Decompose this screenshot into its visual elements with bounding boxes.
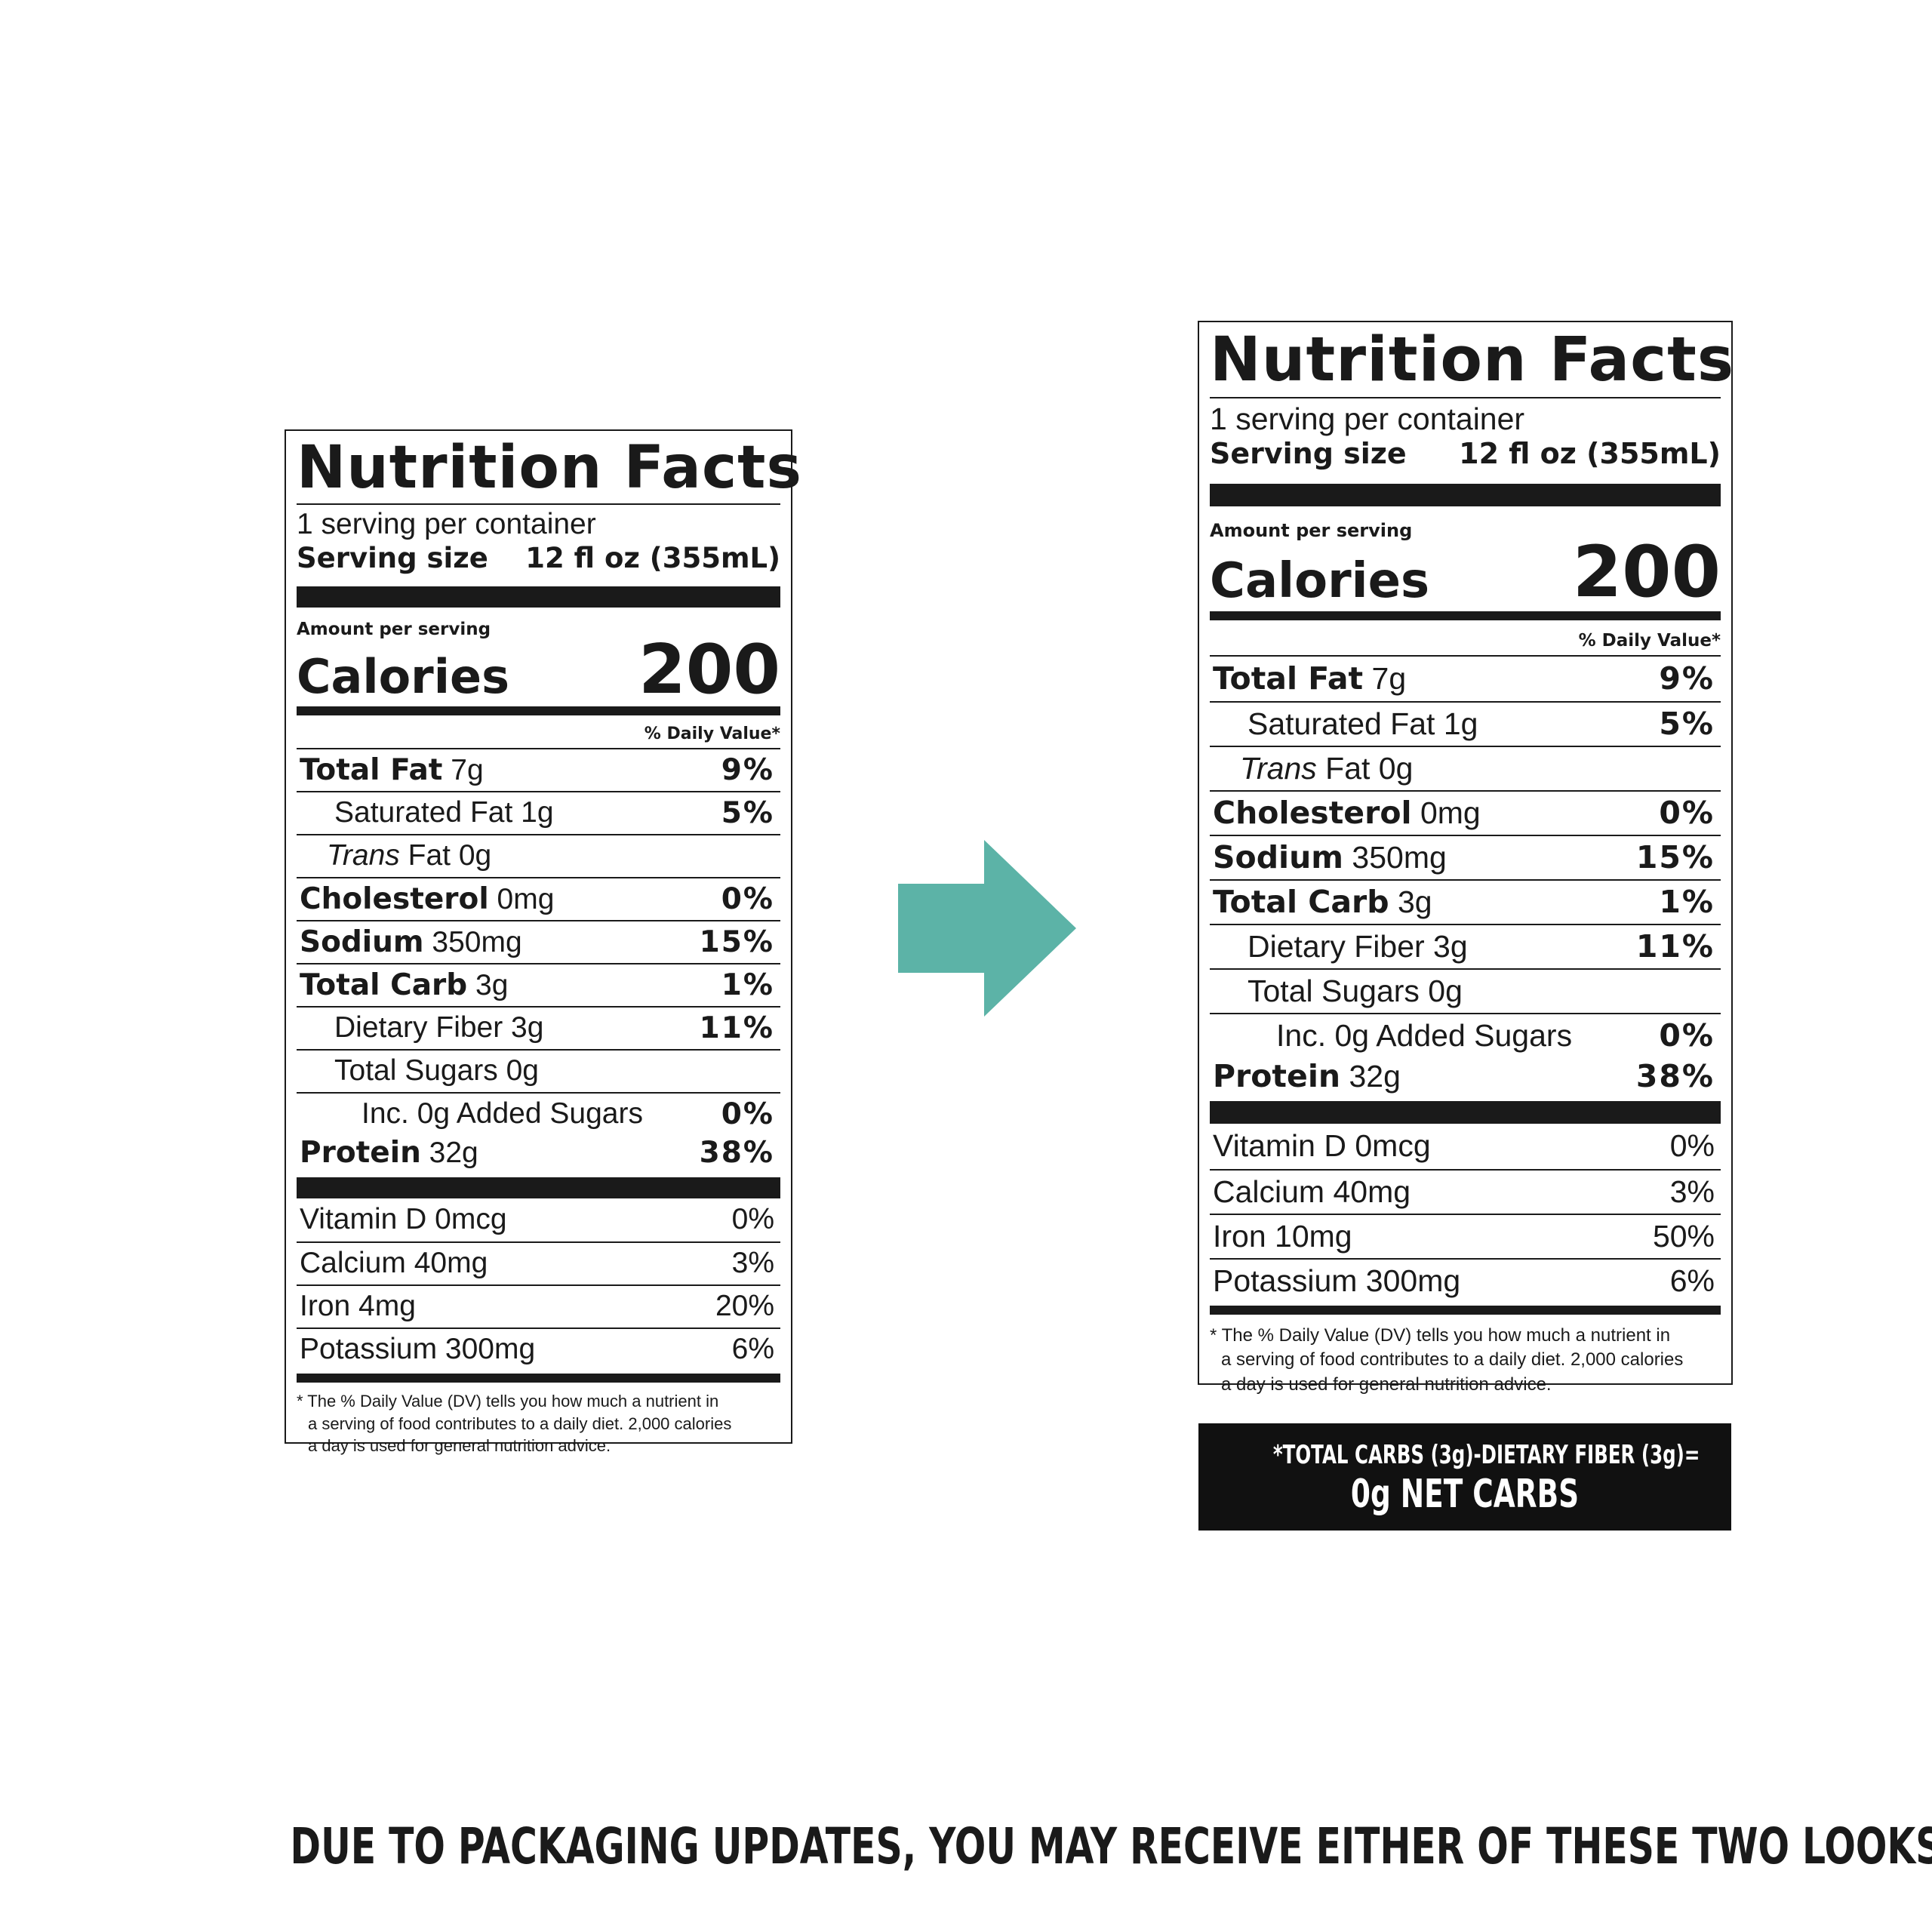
nutrient-row-protein: Protein 32g 38% [300,1136,774,1171]
net-carbs-banner: *TOTAL CARBS (3g)-DIETARY FIBER (3g)= 0g… [1198,1423,1731,1531]
nutrient-row-total-carb: Total Carb 3g 1% [1210,878,1721,924]
vitamin-row-calcium: Calcium 40mg 3% [1210,1168,1721,1214]
nutrient-row-saturated-fat: Saturated Fat 1g 5% [297,790,780,834]
nutrient-row-total-sugars: Total Sugars 0g [297,1048,780,1092]
nutrition-facts-title: Nutrition Facts [297,434,802,502]
amount-per-serving: Amount per serving [297,619,491,639]
serving-size: Serving size 12 fl oz (355mL) [297,542,780,574]
nutrient-row-sodium: Sodium 350mg 15% [1210,834,1721,879]
nutrient-row-total-carb: Total Carb 3g 1% [297,962,780,1006]
nutrition-facts-title: Nutrition Facts [1210,325,1735,395]
calories-label: Calories [297,648,509,704]
footnote: * The % Daily Value (DV) tells you how m… [1210,1324,1684,1395]
vitamin-row-calcium: Calcium 40mg 3% [297,1241,780,1284]
nutrient-row-total-sugars: Total Sugars 0g [1210,968,1721,1013]
calories-label: Calories [1210,552,1430,609]
arrow-right-icon [898,840,1076,1017]
footnote: * The % Daily Value (DV) tells you how m… [297,1391,732,1456]
serving-size: Serving size 12 fl oz (355mL) [1210,437,1721,470]
packaging-update-note: DUE TO PACKAGING UPDATES, YOU MAY RECEIV… [290,1817,1932,1875]
calories-value: 200 [1572,531,1721,614]
nutrient-row-total-fat: Total Fat 7g 9% [300,752,774,787]
nutrient-row-cholesterol: Cholesterol 0mg 0% [1210,789,1721,835]
serving-size-value: 12 fl oz (355mL) [525,541,780,574]
nutrient-row-dietary-fiber: Dietary Fiber 3g 11% [1210,923,1721,968]
nutrient-row-cholesterol: Cholesterol 0mg 0% [297,876,780,920]
net-carbs-result: 0g NET CARBS [1350,1472,1580,1517]
nutrient-row-trans-fat: Trans Fat 0g [1210,745,1721,790]
nutrition-label-old: Nutrition Facts 1 serving per container … [285,429,802,1455]
daily-value-header: % Daily Value* [644,724,780,743]
net-carbs-formula: *TOTAL CARBS (3g)-DIETARY FIBER (3g)= [1272,1440,1700,1470]
nutrient-row-added-sugars: Inc. 0g Added Sugars 0% [297,1091,780,1135]
nutrient-row-sodium: Sodium 350mg 15% [297,919,780,963]
amount-per-serving: Amount per serving [1210,520,1413,542]
calories-value: 200 [638,629,780,709]
calories-row: Calories 200 [297,629,780,709]
nutrition-label-new: Nutrition Facts 1 serving per container … [1198,321,1735,1395]
calories-row: Calories 200 [1210,531,1721,614]
servings-per-container: 1 serving per container [297,508,596,540]
serving-size-label: Serving size [1210,437,1407,471]
vitamin-row-iron: Iron 4mg 20% [297,1284,780,1327]
vitamin-row-vitamin-d: Vitamin D 0mcg 0% [300,1203,774,1236]
nutrient-row-saturated-fat: Saturated Fat 1g 5% [1210,700,1721,746]
nutrient-row-total-fat: Total Fat 7g 9% [1213,660,1715,697]
nutrient-row-dietary-fiber: Dietary Fiber 3g 11% [297,1005,780,1049]
vitamin-row-iron: Iron 10mg 50% [1210,1213,1721,1258]
vitamin-row-potassium: Potassium 300mg 6% [1210,1257,1721,1303]
daily-value-header: % Daily Value* [1578,630,1721,651]
serving-size-value: 12 fl oz (355mL) [1459,437,1721,471]
servings-per-container: 1 serving per container [1210,401,1525,436]
nutrient-row-trans-fat: Trans Fat 0g [297,833,780,877]
nutrient-row-protein: Protein 32g 38% [1213,1057,1715,1094]
serving-size-label: Serving size [297,541,488,574]
nutrient-row-added-sugars: Inc. 0g Added Sugars 0% [1210,1012,1721,1057]
vitamin-row-vitamin-d: Vitamin D 0mcg 0% [1213,1128,1715,1164]
vitamin-row-potassium: Potassium 300mg 6% [297,1327,780,1371]
